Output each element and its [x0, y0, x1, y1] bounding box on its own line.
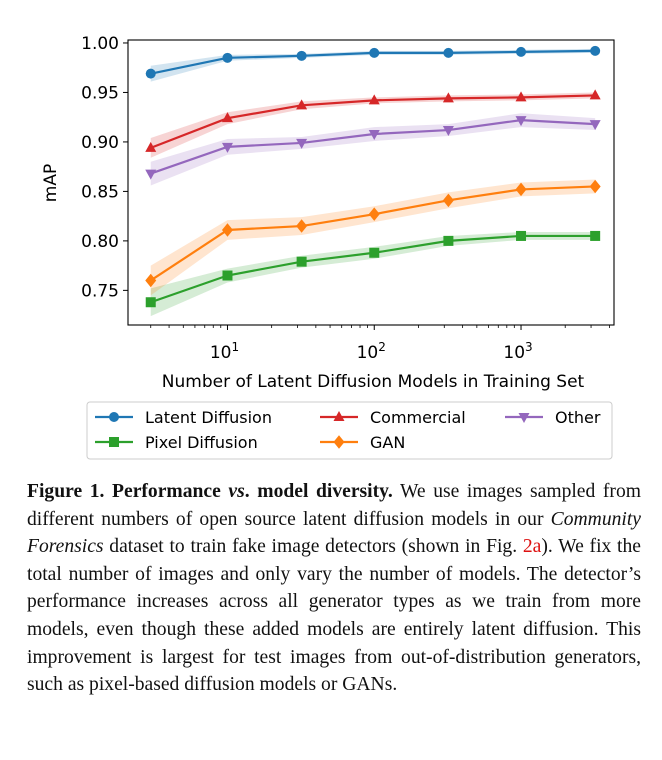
pixel-diffusion-point: [222, 270, 233, 281]
latent-diffusion-point: [222, 52, 233, 63]
pixel-diffusion-point: [369, 247, 380, 258]
legend-label-latent-diffusion: Latent Diffusion: [145, 408, 272, 427]
legend-marker-pixel-diffusion: [109, 437, 119, 447]
latent-diffusion-point: [296, 50, 307, 61]
gan-point: [368, 207, 380, 221]
caption-dataset-name: Community Forensics: [27, 508, 641, 558]
other-point: [368, 130, 380, 141]
other-point: [145, 169, 157, 180]
x-tick-label: 102: [357, 340, 386, 363]
figure-caption: Figure 1. Performance vs. model diversit…: [27, 478, 641, 699]
gan-point: [145, 273, 157, 288]
series-lines: [145, 45, 601, 308]
pixel-diffusion-point: [590, 230, 601, 241]
commercial-point: [221, 112, 233, 123]
chart: 0.75 0.80 0.85 0.90 0.95 1.00 101 102 103 mAP Nu…: [41, 34, 615, 460]
axes: 0.75 0.80 0.85 0.90 0.95 1.00 101 102 103: [81, 34, 610, 363]
latent-diffusion-point: [516, 46, 527, 57]
x-axis-label: Number of Latent Diffusion Models in Tra…: [162, 372, 585, 392]
latent-diffusion-point: [590, 45, 601, 56]
commercial-band: [150, 92, 596, 158]
other-point: [589, 120, 601, 131]
gan-point: [515, 182, 527, 197]
y-tick-label: 0.85: [81, 182, 119, 202]
legend-box: [86, 401, 613, 460]
plot-frame: [127, 39, 615, 326]
legend-marker-commercial: [333, 411, 345, 421]
y-tick-label: 0.90: [81, 133, 119, 153]
caption-text: We use images sam­pled from different nu…: [27, 481, 641, 530]
legend-label-pixel-diffusion: Pixel Diffusion: [145, 433, 258, 452]
legend-label-commercial: Commercial: [370, 408, 466, 427]
gan-band: [150, 179, 596, 296]
other-point: [221, 142, 233, 153]
y-tick-label: 1.00: [81, 34, 119, 54]
legend-label-gan: GAN: [370, 433, 405, 452]
pixel-diffusion-point: [296, 256, 307, 267]
commercial-point: [515, 91, 527, 102]
other-point: [442, 126, 454, 137]
other-band: [150, 113, 596, 186]
caption-label: Figure 1.: [27, 481, 105, 502]
gan-point: [296, 219, 308, 233]
caption-text: ). We fix the total number of images and…: [27, 536, 641, 696]
confidence-bands: [150, 48, 596, 317]
latent-diffusion-point: [443, 47, 454, 58]
legend-marker-latent-diffusion: [109, 412, 119, 422]
latent-diffusion-point: [369, 47, 380, 58]
gan-point: [221, 223, 233, 237]
x-tick-label: 101: [210, 340, 239, 363]
other-point: [296, 138, 308, 149]
commercial-point: [442, 92, 454, 103]
y-tick-label: 0.95: [81, 83, 119, 103]
y-tick-label: 0.75: [81, 281, 119, 301]
y-axis-label: mAP: [41, 164, 61, 202]
legend: Latent Diffusion Pixel Diffusion Commercia…: [86, 401, 613, 460]
legend-marker-gan: [333, 435, 345, 449]
commercial-point: [296, 99, 308, 110]
pixel-diffusion-point: [443, 235, 454, 246]
pixel-diffusion-point: [516, 230, 527, 241]
caption-title: Performance vs. model diversity.: [112, 481, 393, 502]
legend-marker-other: [518, 413, 530, 423]
gan-point: [442, 193, 454, 208]
y-tick-label: 0.80: [81, 232, 119, 252]
figure-reference-link[interactable]: 2a: [522, 536, 542, 558]
commercial-point: [145, 141, 157, 152]
commercial-point: [589, 89, 601, 100]
latent-diffusion-point: [145, 68, 156, 79]
other-point: [515, 116, 527, 127]
gan-point: [589, 179, 601, 194]
pixel-diffusion-point: [145, 297, 156, 308]
caption-text: dataset to train fake image detectors (s…: [103, 536, 523, 558]
legend-label-other: Other: [555, 408, 601, 427]
x-tick-label: 103: [503, 340, 532, 363]
commercial-point: [368, 94, 380, 105]
